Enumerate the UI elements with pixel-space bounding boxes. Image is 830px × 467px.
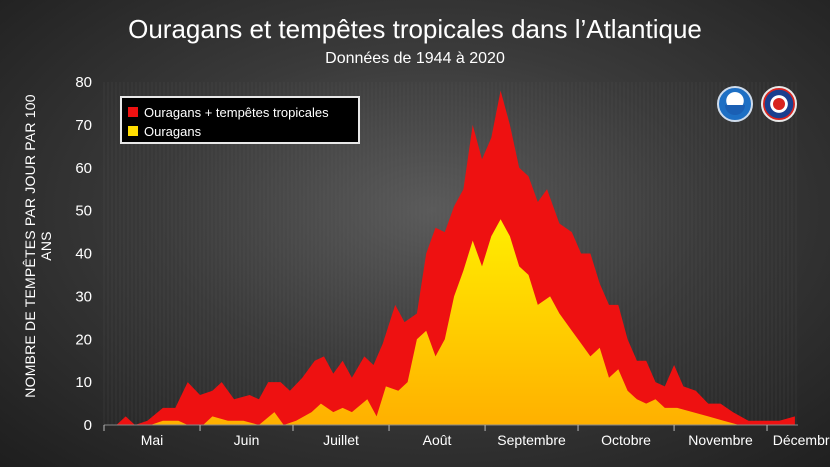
x-tick-label: Juillet xyxy=(323,432,359,448)
y-tick-label: 80 xyxy=(75,74,92,91)
nws-logo xyxy=(761,86,797,122)
x-tick-label: Mai xyxy=(141,432,164,448)
x-tick-label: Décembre xyxy=(773,432,830,448)
x-tick-label: Août xyxy=(423,432,452,448)
y-tick-label: 0 xyxy=(84,417,92,434)
legend: Ouragans + tempêtes tropicales Ouragans xyxy=(120,96,360,144)
legend-swatch-hurricanes xyxy=(128,126,138,136)
x-tick-label: Novembre xyxy=(688,432,753,448)
x-tick-label: Octobre xyxy=(601,432,651,448)
y-tick-label: 10 xyxy=(75,374,92,391)
legend-swatch-total xyxy=(128,107,138,117)
y-tick-label: 70 xyxy=(75,117,92,134)
legend-item-total: Ouragans + tempêtes tropicales xyxy=(128,104,329,120)
y-tick-label: 20 xyxy=(75,331,92,348)
x-tick-label: Juin xyxy=(234,432,260,448)
y-tick-label: 50 xyxy=(75,203,92,220)
y-tick-label: 60 xyxy=(75,160,92,177)
noaa-logo xyxy=(717,86,753,122)
axes: 0 10 20 30 40 50 60 70 80 Mai Juin Juillet Août Septe… xyxy=(75,74,830,448)
legend-item-hurricanes: Ouragans xyxy=(128,123,201,139)
chart-subtitle: Données de 1944 à 2020 xyxy=(325,50,505,67)
series-area-hurricanes xyxy=(104,219,795,425)
y-tick-label: 30 xyxy=(75,288,92,305)
area-series xyxy=(104,90,795,425)
legend-label-total: Ouragans + tempêtes tropicales xyxy=(144,104,329,120)
legend-label-hurricanes: Ouragans xyxy=(144,123,202,139)
y-tick-label: 40 xyxy=(75,246,92,263)
x-tick-label: Septembre xyxy=(497,432,566,448)
series-area-total xyxy=(104,90,795,425)
chart-title: Ouragans et tempêtes tropicales dans l’A… xyxy=(128,14,702,44)
